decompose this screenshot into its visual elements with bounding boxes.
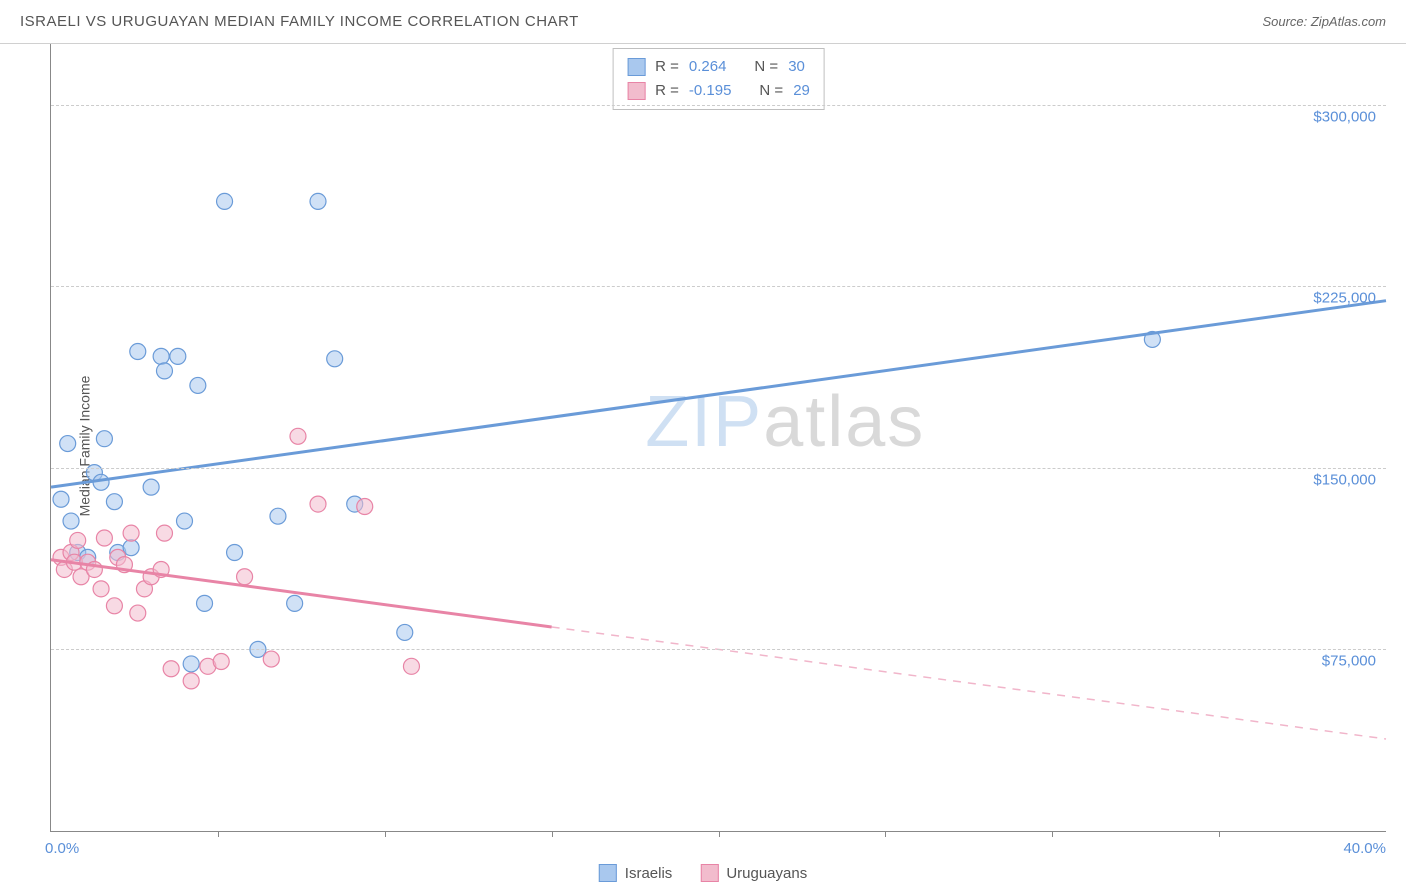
legend-swatch-uruguayans (700, 864, 718, 882)
data-point (70, 532, 86, 548)
data-point (290, 428, 306, 444)
plot-svg (51, 44, 1386, 831)
ytick-label: $150,000 (1313, 471, 1376, 488)
data-point (197, 595, 213, 611)
data-point (153, 348, 169, 364)
data-point (327, 351, 343, 367)
ytick-label: $300,000 (1313, 108, 1376, 125)
data-point (123, 525, 139, 541)
ytick-label: $75,000 (1322, 653, 1376, 670)
xtick (1052, 831, 1053, 837)
data-point (156, 525, 172, 541)
data-point (170, 348, 186, 364)
chart-title: ISRAELI VS URUGUAYAN MEDIAN FAMILY INCOM… (20, 13, 579, 30)
data-point (237, 569, 253, 585)
n-value-uruguayans: 29 (793, 79, 810, 103)
data-point (270, 508, 286, 524)
correlation-stats-box: R = 0.264 N = 30 R = -0.195 N = 29 (612, 48, 825, 110)
legend-label-uruguayans: Uruguayans (726, 865, 807, 882)
data-point (310, 496, 326, 512)
data-point (93, 581, 109, 597)
xaxis-end-label: 40.0% (1343, 840, 1386, 857)
xaxis-start-label: 0.0% (45, 840, 79, 857)
data-point (63, 513, 79, 529)
data-point (227, 545, 243, 561)
data-point (143, 479, 159, 495)
legend-swatch-israelis (599, 864, 617, 882)
trend-line-extrapolated (552, 627, 1386, 739)
data-point (357, 499, 373, 515)
xtick (218, 831, 219, 837)
data-point (123, 540, 139, 556)
trend-line (51, 301, 1386, 487)
legend-item-israelis: Israelis (599, 864, 673, 882)
xtick (719, 831, 720, 837)
r-value-israelis: 0.264 (689, 55, 727, 79)
data-point (213, 653, 229, 669)
plot-area: ZIPatlas R = 0.264 N = 30 R = -0.195 N =… (50, 44, 1386, 832)
data-point (130, 605, 146, 621)
data-point (53, 491, 69, 507)
data-point (397, 624, 413, 640)
xtick (1219, 831, 1220, 837)
r-value-uruguayans: -0.195 (689, 79, 732, 103)
xtick (385, 831, 386, 837)
data-point (156, 363, 172, 379)
legend-item-uruguayans: Uruguayans (700, 864, 807, 882)
data-point (163, 661, 179, 677)
data-point (217, 193, 233, 209)
data-point (183, 673, 199, 689)
gridline (51, 105, 1386, 106)
data-point (130, 344, 146, 360)
xtick (552, 831, 553, 837)
data-point (263, 651, 279, 667)
data-point (177, 513, 193, 529)
legend-label-israelis: Israelis (625, 865, 673, 882)
swatch-uruguayans (627, 82, 645, 100)
data-point (190, 377, 206, 393)
n-value-israelis: 30 (788, 55, 805, 79)
data-point (106, 494, 122, 510)
chart-header: ISRAELI VS URUGUAYAN MEDIAN FAMILY INCOM… (0, 0, 1406, 44)
data-point (96, 431, 112, 447)
stats-row-uruguayans: R = -0.195 N = 29 (627, 79, 810, 103)
trend-line (51, 560, 552, 627)
data-point (183, 656, 199, 672)
r-label: R = (655, 79, 679, 103)
swatch-israelis (627, 58, 645, 76)
data-point (287, 595, 303, 611)
r-label: R = (655, 55, 679, 79)
gridline (51, 468, 1386, 469)
chart-container: ISRAELI VS URUGUAYAN MEDIAN FAMILY INCOM… (0, 0, 1406, 892)
xtick (885, 831, 886, 837)
gridline (51, 649, 1386, 650)
data-point (403, 658, 419, 674)
n-label: N = (759, 79, 783, 103)
data-point (96, 530, 112, 546)
n-label: N = (754, 55, 778, 79)
source-citation: Source: ZipAtlas.com (1262, 14, 1386, 29)
data-point (106, 598, 122, 614)
data-point (60, 436, 76, 452)
data-point (310, 193, 326, 209)
gridline (51, 286, 1386, 287)
bottom-legend: Israelis Uruguayans (599, 864, 807, 882)
stats-row-israelis: R = 0.264 N = 30 (627, 55, 810, 79)
ytick-label: $225,000 (1313, 290, 1376, 307)
